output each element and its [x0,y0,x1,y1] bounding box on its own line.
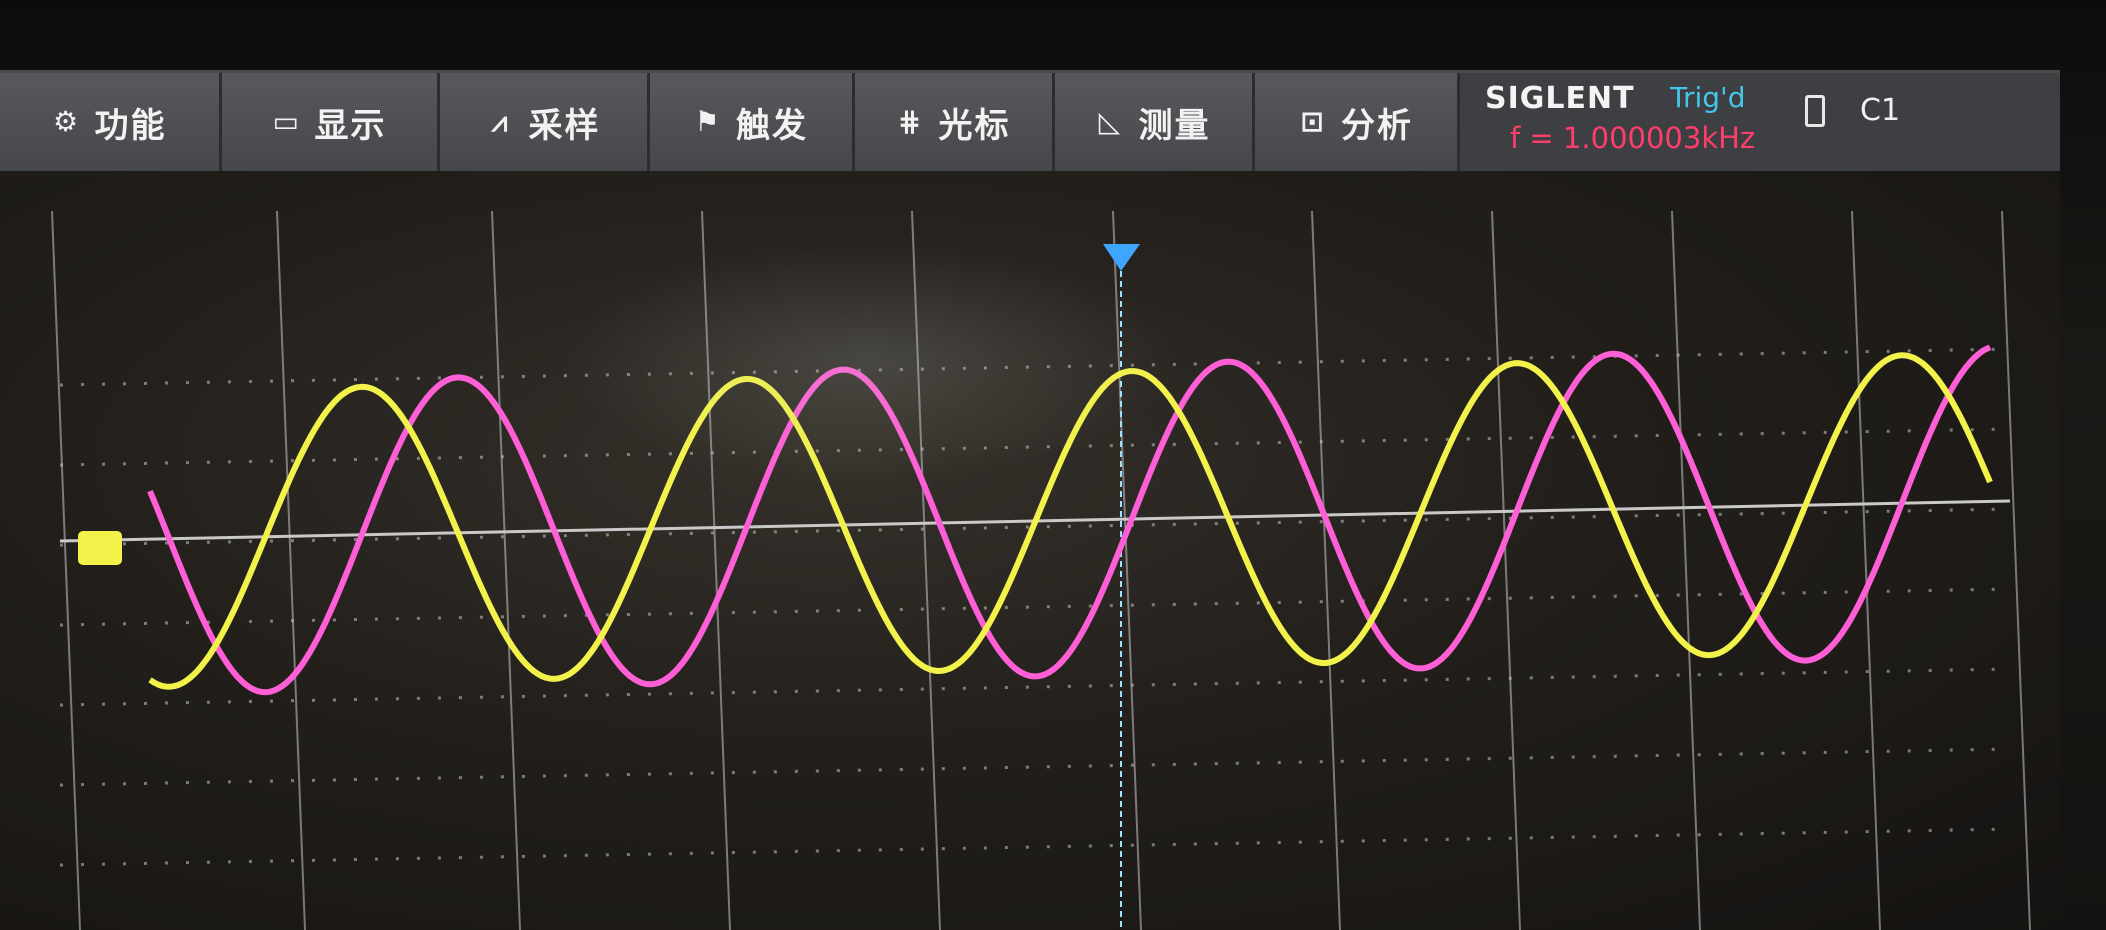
menu-acquire-label: 采样 [528,105,601,146]
menu-measure-button[interactable]: ◺ 测量 [1055,73,1255,171]
menu-analysis-label: 分析 [1341,105,1413,146]
waveform-display [51,210,2031,930]
grid-vertical-line [911,210,941,930]
menu-function-label: 功能 [94,105,167,146]
graticule-grid [51,210,2031,930]
ruler-icon: ◺ [1098,105,1123,138]
grid-vertical-line [276,210,306,930]
cursor-icon: ⋕ [897,105,924,138]
menu-acquire-button[interactable]: ⩘ 采样 [440,73,650,171]
menu-function-button[interactable]: ⚙ 功能 [0,73,222,171]
flag-icon: ⚑ [694,105,722,138]
grid-horizontal-line [59,427,2011,467]
menu-analysis-button[interactable]: ⊡ 分析 [1255,73,1460,171]
status-panel: SIGLENT Trig'd f = 1.000003kHz C1 [1460,73,2060,171]
grid-vertical-line [1671,210,1701,930]
grid-vertical-line [1311,210,1341,930]
frequency-readout: f = 1.000003kHz [1510,121,1756,155]
grid-vertical-line [701,210,731,930]
menu-display-button[interactable]: ▭ 显示 [222,73,440,171]
channel1-ground-marker[interactable] [78,531,122,565]
trigger-status: Trig'd [1670,81,1746,114]
grid-horizontal-line [59,587,2011,627]
trigger-position-marker[interactable] [1103,244,1140,271]
chart-icon: ⊡ [1300,105,1326,138]
battery-icon [1805,95,1825,127]
channel1-waveform [148,352,1993,690]
menu-cursor-label: 光标 [938,105,1011,146]
grid-horizontal-line [59,347,2011,387]
menu-display-label: 显示 [314,105,387,146]
menu-cursor-button[interactable]: ⋕ 光标 [855,73,1055,171]
brand-logo: SIGLENT [1485,81,1635,116]
monitor-icon: ▭ [272,105,301,138]
menu-bar: ⚙ 功能 ▭ 显示 ⩘ 采样 ⚑ 触发 ⋕ 光标 ◺ 测量 ⊡ 分析 [0,73,1460,171]
grid-vertical-line [51,210,81,930]
grid-horizontal-line [59,747,2011,787]
grid-vertical-line [1851,210,1881,930]
menu-trigger-button[interactable]: ⚑ 触发 [650,73,855,171]
gear-icon: ⚙ [52,105,81,138]
grid-horizontal-line [59,827,2011,867]
channel2-waveform [147,344,1992,696]
menu-trigger-label: 触发 [736,105,808,146]
grid-vertical-line [1112,210,1142,930]
grid-vertical-line [491,210,521,930]
grid-vertical-line [2001,210,2031,930]
oscilloscope-screen: ⚙ 功能 ▭ 显示 ⩘ 采样 ⚑ 触发 ⋕ 光标 ◺ 测量 ⊡ 分析 SIGLE… [0,70,2060,930]
channel-label: C1 [1860,93,1901,128]
menu-measure-label: 测量 [1138,105,1211,146]
grid-vertical-line [1491,210,1521,930]
waveform-icon: ⩘ [491,105,510,138]
